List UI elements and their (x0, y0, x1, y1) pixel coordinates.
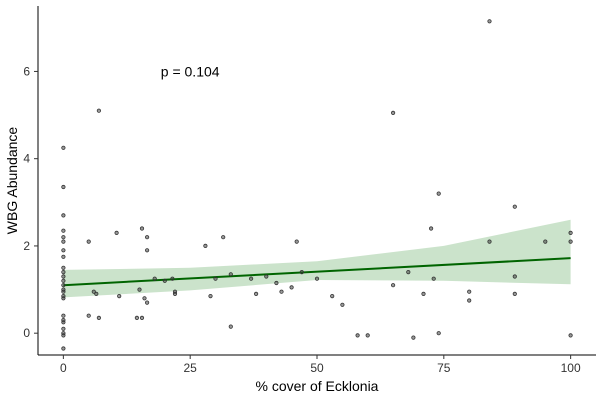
data-point (512, 274, 517, 279)
data-point (61, 235, 66, 240)
data-point (289, 285, 294, 290)
y-tick-label: 0 (23, 326, 30, 340)
confidence-band (63, 219, 571, 298)
data-point (249, 276, 254, 281)
data-point (134, 315, 139, 320)
data-point (568, 333, 573, 338)
data-point (61, 333, 66, 338)
data-point (61, 313, 66, 318)
data-point (170, 276, 175, 281)
data-point (467, 298, 472, 303)
y-tick-label: 4 (23, 152, 30, 166)
data-point (299, 269, 304, 275)
data-point (421, 291, 426, 296)
data-point (512, 204, 517, 209)
data-point (355, 333, 360, 338)
data-point (228, 324, 233, 329)
data-point (61, 346, 66, 351)
axes-layer: 0 25 50 75 100 0 2 4 6 (23, 6, 596, 375)
data-point (139, 315, 145, 320)
data-point (61, 326, 66, 331)
data-point (145, 235, 150, 240)
data-point (221, 235, 226, 240)
data-point (137, 287, 142, 292)
data-point (61, 278, 66, 283)
data-point (86, 313, 91, 318)
data-point (139, 226, 145, 231)
data-point (86, 239, 91, 244)
data-point (145, 300, 150, 305)
data-point (390, 110, 396, 116)
data-point (390, 283, 396, 288)
data-point (61, 184, 66, 190)
data-point (330, 293, 335, 299)
data-point (94, 291, 99, 296)
y-tick-label: 6 (23, 64, 30, 78)
data-point (172, 291, 178, 296)
data-point (142, 296, 147, 301)
data-point (487, 239, 492, 244)
data-point (254, 291, 259, 296)
data-point (436, 331, 441, 336)
x-axis-title: % cover of Ecklonia (256, 378, 379, 394)
data-point (428, 226, 434, 231)
data-point (117, 293, 122, 299)
data-point (543, 239, 548, 244)
data-point (411, 335, 416, 340)
data-point (61, 283, 66, 288)
data-points-layer (61, 19, 573, 351)
data-point (279, 289, 284, 294)
data-point (203, 243, 208, 248)
data-point (61, 254, 66, 259)
y-tick-label: 2 (23, 239, 30, 253)
data-point (61, 265, 66, 270)
data-point (61, 274, 66, 279)
data-point (152, 276, 157, 281)
data-point (228, 272, 233, 277)
data-point (96, 315, 102, 320)
data-point (365, 333, 370, 338)
p-value-annotation: p = 0.104 (161, 63, 220, 79)
data-point (91, 289, 96, 294)
x-tick-label: 100 (561, 361, 581, 375)
y-axis-title: WBG Abundance (4, 127, 20, 235)
data-point (340, 302, 345, 307)
data-point (568, 230, 573, 235)
data-point (61, 213, 66, 218)
data-point (96, 108, 102, 113)
data-point (568, 239, 573, 244)
data-point (145, 248, 150, 253)
data-point (431, 276, 436, 281)
data-point (213, 276, 218, 281)
data-point (467, 289, 472, 294)
fit-line (63, 257, 571, 287)
x-tick-label: 25 (184, 361, 198, 375)
confidence-band-layer (63, 219, 571, 298)
data-point (61, 296, 66, 301)
data-point (406, 269, 411, 275)
data-point (274, 280, 279, 286)
data-point (61, 248, 66, 253)
data-point (436, 191, 441, 196)
data-point (208, 293, 213, 299)
data-point (294, 239, 299, 244)
data-point (61, 289, 66, 294)
fit-line-layer (63, 257, 571, 287)
data-point (61, 269, 66, 275)
data-point (61, 145, 66, 150)
data-point (61, 239, 66, 244)
x-tick-label: 0 (60, 361, 67, 375)
data-point (487, 19, 492, 24)
x-tick-label: 75 (437, 361, 451, 375)
data-point (264, 274, 269, 279)
data-point (512, 291, 517, 296)
data-point (61, 228, 66, 233)
data-point (314, 276, 320, 281)
data-point (162, 278, 167, 283)
data-point (114, 230, 119, 235)
data-point (61, 320, 66, 325)
x-tick-label: 50 (310, 361, 324, 375)
